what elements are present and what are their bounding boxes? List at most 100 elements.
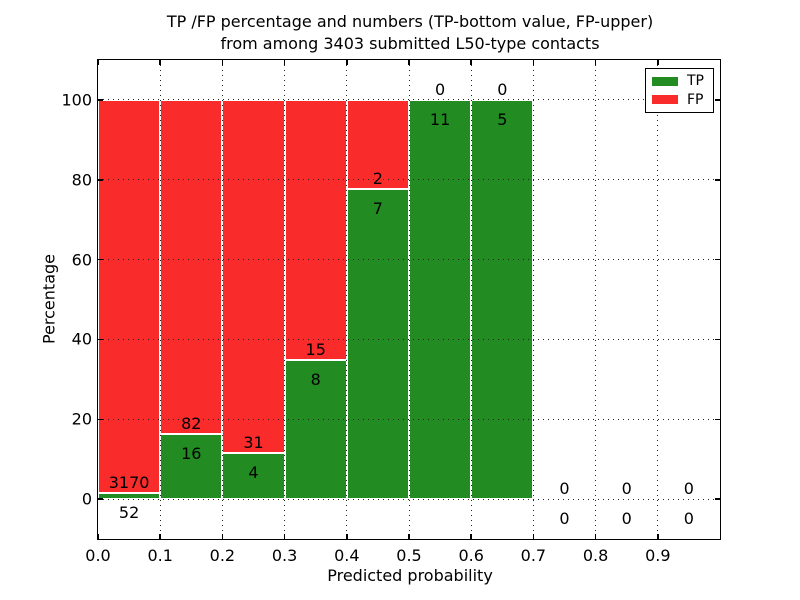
- bar-fp-segment: [284, 99, 347, 361]
- fp-count-label: 31: [243, 433, 264, 453]
- bar-tp-segment: [98, 492, 161, 500]
- bar-fp-segment: [160, 99, 223, 434]
- tp-count-label: 0: [559, 509, 570, 529]
- y-tick-right: [715, 338, 720, 341]
- x-tick-top: [283, 60, 286, 65]
- bar-tp-segment: [160, 433, 223, 500]
- tp-count-label: 5: [497, 109, 508, 129]
- x-tick-label: 0.0: [85, 546, 111, 565]
- x-tick-label: 0.7: [520, 546, 547, 565]
- y-tick-left: [98, 99, 103, 101]
- y-tick-label: 100: [61, 90, 92, 110]
- bar-tp-segment: [409, 99, 472, 500]
- x-tick-label: 0.9: [645, 546, 671, 565]
- x-tick-top: [532, 60, 535, 65]
- bar-fp-segment: [222, 99, 285, 454]
- bar-fp-segment: [346, 99, 409, 189]
- gridline-vertical: [284, 60, 286, 539]
- x-tick-top: [408, 60, 410, 65]
- y-tick-right: [715, 99, 720, 101]
- x-tick-bottom: [532, 534, 535, 539]
- fp-count-label: 0: [683, 479, 694, 499]
- gridline-vertical: [159, 60, 161, 539]
- x-tick-bottom: [408, 534, 410, 539]
- y-tick-label: 20: [71, 409, 92, 429]
- chart-title: TP /FP percentage and numbers (TP-bottom…: [98, 11, 722, 55]
- x-tick-bottom: [283, 534, 286, 539]
- legend-swatch-tp: [652, 76, 678, 86]
- x-tick-top: [159, 60, 161, 65]
- y-tick-right: [715, 179, 720, 181]
- x-tick-bottom: [159, 534, 161, 539]
- tp-count-label: 8: [310, 370, 321, 390]
- x-tick-label: 0.1: [147, 546, 173, 565]
- tp-count-label: 16: [181, 443, 202, 463]
- y-tick-right: [715, 258, 720, 261]
- gridline-vertical: [346, 60, 348, 539]
- legend: TP FP: [645, 68, 714, 113]
- tp-count-label: 0: [683, 509, 694, 529]
- y-tick-label: 60: [71, 250, 92, 270]
- fp-count-label: 0: [621, 479, 632, 499]
- x-tick-top: [657, 60, 659, 65]
- gridline-vertical: [221, 60, 223, 539]
- gridline-vertical: [470, 60, 472, 539]
- y-tick-label: 0: [81, 489, 92, 509]
- x-tick-label: 0.2: [209, 546, 236, 565]
- chart-title-line1: TP /FP percentage and numbers (TP-bottom…: [166, 12, 654, 31]
- y-tick-label: 40: [71, 329, 92, 349]
- plot-area: [96, 58, 721, 540]
- chart-title-line2: from among 3403 submitted L50-type conta…: [220, 34, 600, 53]
- x-axis-label: Predicted probability: [327, 566, 493, 585]
- x-tick-bottom: [221, 534, 224, 539]
- x-tick-bottom: [346, 534, 348, 539]
- fp-count-label: 0: [435, 79, 446, 99]
- fp-count-label: 15: [305, 340, 326, 360]
- legend-label: FP: [687, 91, 704, 108]
- bar-tp-segment: [471, 99, 534, 500]
- gridline-vertical: [408, 60, 410, 539]
- tp-count-label: 4: [248, 463, 259, 483]
- fp-count-label: 3170: [108, 472, 150, 492]
- legend-swatch-fp: [652, 95, 678, 105]
- y-tick-right: [715, 418, 720, 420]
- x-tick-label: 0.3: [271, 546, 298, 565]
- y-tick-left: [98, 338, 103, 341]
- fp-count-label: 82: [181, 413, 202, 433]
- y-tick-left: [98, 179, 103, 181]
- bar-tp-segment: [284, 360, 347, 500]
- x-tick-label: 0.4: [334, 546, 360, 565]
- legend-label: TP: [687, 73, 704, 90]
- tp-count-label: 11: [429, 109, 451, 129]
- gridline-vertical: [657, 60, 659, 539]
- y-tick-left: [98, 258, 103, 261]
- x-tick-bottom: [470, 534, 472, 539]
- x-tick-top: [594, 60, 597, 65]
- tp-count-label: 7: [372, 198, 383, 218]
- x-tick-top: [470, 60, 472, 65]
- fp-count-label: 0: [497, 79, 508, 99]
- x-tick-label: 0.6: [458, 546, 484, 565]
- x-tick-label: 0.8: [582, 546, 609, 565]
- y-tick-label: 80: [71, 170, 92, 190]
- x-tick-top: [97, 60, 99, 65]
- gridline-vertical: [532, 60, 534, 539]
- y-tick-left: [98, 418, 103, 420]
- x-tick-bottom: [97, 534, 99, 539]
- fp-count-label: 2: [372, 168, 383, 188]
- legend-row: FP: [652, 92, 707, 108]
- y-tick-right: [715, 498, 720, 500]
- x-tick-top: [346, 60, 348, 65]
- bar-tp-segment: [346, 188, 409, 500]
- tp-count-label: 52: [118, 502, 140, 522]
- bar-fp-segment: [98, 99, 161, 493]
- legend-row: TP: [652, 73, 707, 89]
- x-tick-label: 0.5: [396, 546, 422, 565]
- x-tick-top: [221, 60, 224, 65]
- fp-count-label: 0: [559, 479, 570, 499]
- x-tick-bottom: [657, 534, 659, 539]
- tp-count-label: 0: [621, 509, 632, 529]
- gridline-vertical: [595, 60, 597, 539]
- x-tick-bottom: [594, 534, 597, 539]
- y-tick-left: [98, 498, 103, 500]
